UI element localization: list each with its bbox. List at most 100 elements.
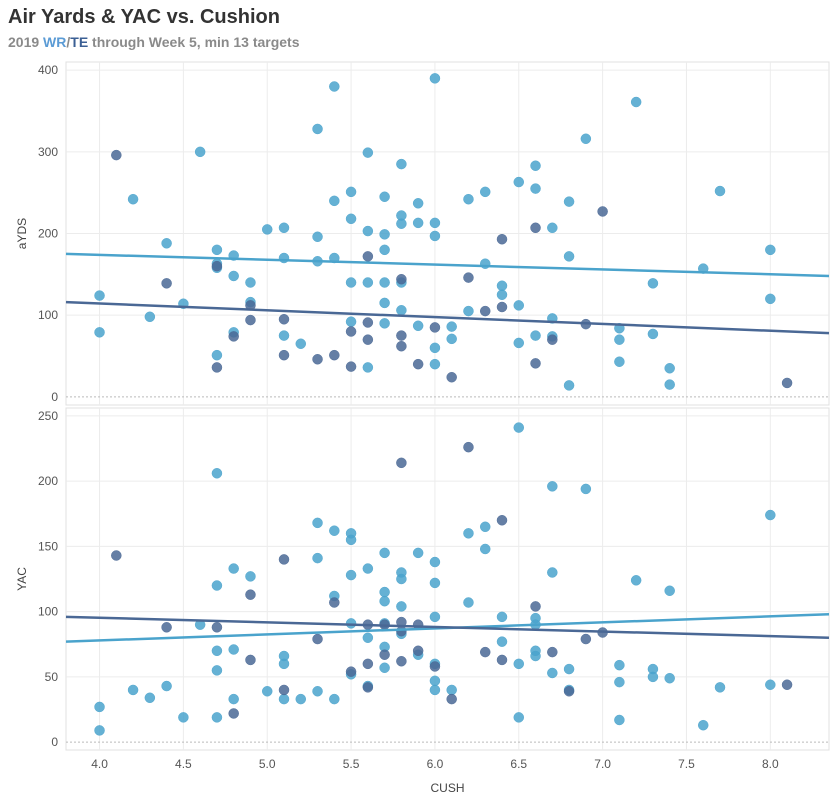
subtitle-wr-label: WR	[43, 34, 67, 50]
chart-title: Air Yards & YAC vs. Cushion	[8, 6, 280, 28]
data-point-wr	[714, 682, 726, 693]
data-point-te	[312, 633, 323, 645]
data-point-wr	[429, 684, 441, 696]
data-point-wr	[647, 328, 659, 340]
data-point-wr	[312, 123, 323, 135]
data-point-wr	[547, 567, 558, 578]
data-point-wr	[530, 183, 541, 194]
y-tick-label-top: 0	[51, 390, 58, 404]
data-point-wr	[479, 521, 491, 533]
data-point-wr	[211, 349, 223, 361]
data-point-wr	[513, 176, 525, 188]
data-point-wr	[664, 363, 675, 374]
data-point-te	[580, 633, 592, 645]
data-point-wr	[412, 320, 424, 332]
data-point-wr	[614, 676, 625, 688]
data-point-wr	[362, 563, 374, 574]
data-point-wr	[530, 330, 541, 341]
data-point-wr	[664, 379, 675, 390]
data-point-wr	[630, 96, 642, 108]
subtitle-separator: /	[66, 34, 71, 50]
trendline-wr	[65, 252, 830, 278]
x-tick-label: 6.5	[510, 757, 527, 771]
data-point-wr	[329, 81, 340, 92]
data-point-wr	[463, 597, 474, 608]
data-point-te	[362, 682, 374, 693]
data-point-wr	[547, 667, 558, 679]
data-point-wr	[463, 193, 474, 205]
data-point-wr	[614, 714, 625, 726]
data-point-wr	[345, 569, 357, 581]
data-point-wr	[446, 321, 457, 332]
data-point-wr	[245, 571, 256, 582]
data-point-wr	[329, 195, 340, 207]
data-point-wr	[580, 483, 592, 495]
data-point-te	[412, 358, 424, 370]
x-tick-label: 5.5	[343, 757, 360, 771]
data-point-wr	[379, 229, 390, 240]
data-point-te	[396, 330, 407, 341]
y-tick-label-bottom: 250	[38, 409, 58, 423]
data-point-te	[379, 649, 390, 660]
data-point-wr	[429, 342, 441, 354]
data-point-wr	[547, 222, 558, 234]
data-point-te	[530, 222, 541, 234]
data-point-te	[463, 272, 474, 283]
data-point-wr	[496, 611, 508, 623]
data-point-wr	[396, 573, 407, 585]
data-point-wr	[278, 222, 290, 234]
data-point-te	[396, 340, 407, 352]
x-tick-label: 8.0	[762, 757, 779, 771]
data-point-wr	[379, 586, 390, 598]
y-tick-label-bottom: 50	[45, 670, 59, 684]
data-point-wr	[379, 318, 390, 329]
chart-subtitle: 2019 WR/TE through Week 5, min 13 target…	[8, 34, 300, 50]
data-point-wr	[127, 684, 139, 696]
data-point-te	[463, 441, 474, 453]
data-point-wr	[161, 680, 172, 692]
data-point-wr	[211, 580, 223, 591]
data-point-wr	[362, 362, 374, 373]
data-point-wr	[429, 577, 441, 589]
data-point-wr	[429, 675, 441, 687]
data-point-te	[547, 334, 558, 345]
data-point-wr	[161, 238, 172, 249]
data-point-wr	[261, 686, 273, 697]
data-point-wr	[513, 712, 525, 723]
data-point-wr	[396, 218, 407, 229]
data-point-wr	[429, 230, 441, 242]
data-point-te	[211, 362, 223, 373]
data-point-wr	[429, 358, 441, 370]
data-point-te	[446, 693, 457, 705]
data-point-wr	[647, 671, 659, 683]
data-point-wr	[412, 217, 424, 229]
data-point-wr	[547, 481, 558, 492]
y-tick-label-bottom: 200	[38, 474, 58, 488]
x-tick-label: 5.0	[259, 757, 276, 771]
data-point-te	[362, 334, 374, 345]
data-point-te	[396, 655, 407, 667]
data-point-wr	[278, 693, 290, 705]
x-tick-label: 7.0	[594, 757, 611, 771]
data-point-wr	[429, 73, 441, 84]
data-point-te	[496, 515, 508, 526]
data-point-wr	[530, 650, 541, 662]
data-point-te	[547, 646, 558, 658]
data-point-wr	[379, 277, 390, 288]
data-point-wr	[362, 225, 374, 237]
data-point-wr	[496, 280, 508, 292]
y-tick-label-top: 400	[38, 63, 58, 77]
data-point-te	[479, 646, 491, 658]
data-point-wr	[94, 327, 105, 338]
trendline-te	[65, 615, 830, 639]
data-point-te	[345, 361, 357, 372]
data-point-wr	[345, 534, 357, 546]
data-point-te	[245, 654, 256, 666]
data-point-te	[345, 326, 357, 337]
data-point-wr	[312, 552, 323, 564]
data-point-wr	[697, 719, 709, 731]
data-point-wr	[765, 509, 776, 521]
data-point-wr	[312, 231, 323, 243]
data-point-wr	[379, 191, 390, 202]
data-point-te	[496, 233, 508, 245]
